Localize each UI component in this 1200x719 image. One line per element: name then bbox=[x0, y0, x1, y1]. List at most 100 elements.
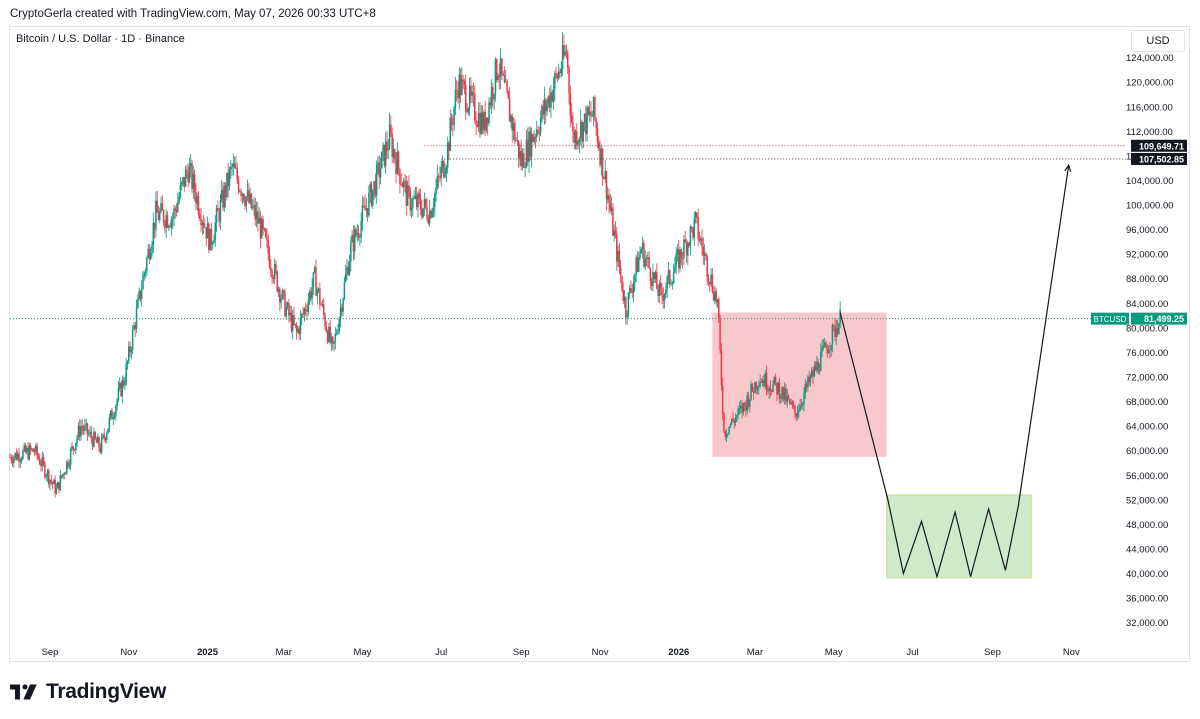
candle bbox=[443, 159, 445, 180]
candle bbox=[667, 262, 670, 285]
candle-body bbox=[798, 410, 800, 413]
candle-body bbox=[147, 248, 149, 258]
candle-body bbox=[822, 346, 825, 347]
candle-body bbox=[718, 299, 720, 319]
candle bbox=[627, 292, 630, 318]
currency-button[interactable]: USD bbox=[1131, 30, 1185, 52]
candle-body bbox=[489, 102, 492, 106]
candle bbox=[341, 303, 343, 317]
candle bbox=[446, 136, 449, 174]
price-axis[interactable]: 124,000.00 120,000.00 116,000.00 112,000.00… bbox=[1126, 53, 1174, 629]
candle bbox=[595, 117, 597, 136]
candle-body bbox=[347, 267, 350, 275]
candle bbox=[551, 90, 554, 103]
candle bbox=[193, 169, 196, 202]
tradingview-logo[interactable]: TradingView bbox=[10, 680, 166, 704]
candle bbox=[587, 105, 590, 117]
candle bbox=[426, 197, 428, 222]
horizontal-lines bbox=[10, 145, 1126, 320]
candle bbox=[396, 142, 399, 175]
candle bbox=[765, 365, 768, 396]
candle-body bbox=[102, 434, 104, 438]
candle bbox=[422, 207, 424, 219]
candle-body bbox=[484, 112, 486, 131]
candle-body bbox=[825, 342, 827, 348]
candle-body bbox=[204, 227, 206, 229]
candle bbox=[326, 329, 329, 345]
candle bbox=[375, 160, 378, 204]
y-tick-label: 96,000.00 bbox=[1126, 225, 1168, 236]
candle bbox=[741, 400, 743, 419]
candle bbox=[658, 280, 661, 304]
candle bbox=[179, 176, 182, 200]
candle-body bbox=[714, 291, 716, 301]
candle bbox=[838, 322, 840, 335]
candle-body bbox=[427, 218, 430, 224]
candle bbox=[159, 207, 161, 224]
candle bbox=[418, 188, 421, 205]
candle-body bbox=[421, 209, 423, 217]
candle-body bbox=[461, 79, 463, 95]
candle bbox=[253, 197, 255, 217]
candle bbox=[437, 173, 440, 189]
candle-body bbox=[703, 253, 706, 256]
candle bbox=[514, 118, 516, 145]
candle-body bbox=[201, 222, 204, 226]
candle bbox=[169, 222, 171, 229]
candle bbox=[670, 279, 672, 286]
candle-body bbox=[240, 191, 242, 197]
candle bbox=[147, 243, 149, 259]
time-axis[interactable]: Sep Nov 2025 Mar May Jul Sep Nov 2026 Mar May Jul Se… bbox=[42, 647, 1080, 658]
candle bbox=[386, 130, 388, 160]
candle-body bbox=[441, 160, 444, 168]
candle bbox=[246, 179, 249, 202]
candle bbox=[255, 201, 258, 228]
candle-body bbox=[676, 249, 679, 254]
candle bbox=[160, 196, 162, 213]
candle bbox=[131, 324, 134, 355]
candle bbox=[787, 393, 790, 401]
candle bbox=[628, 284, 631, 299]
y-tick-label: 36,000.00 bbox=[1126, 594, 1168, 605]
candle bbox=[346, 258, 348, 281]
candle-body bbox=[60, 475, 63, 478]
candle bbox=[213, 234, 215, 244]
candle bbox=[647, 252, 649, 268]
candle bbox=[781, 386, 783, 403]
candle bbox=[104, 436, 107, 444]
candle-body bbox=[31, 448, 33, 450]
candle-body bbox=[640, 249, 643, 254]
candle bbox=[622, 282, 625, 305]
candle bbox=[343, 276, 346, 301]
candle bbox=[560, 61, 563, 78]
candle bbox=[239, 189, 241, 194]
candle-body bbox=[232, 163, 235, 167]
candle-body bbox=[208, 223, 210, 251]
candle bbox=[659, 274, 662, 296]
candle bbox=[705, 251, 707, 261]
candle bbox=[282, 289, 285, 301]
candle bbox=[72, 445, 75, 455]
candle bbox=[679, 246, 681, 272]
candle bbox=[45, 473, 47, 482]
candle-body bbox=[658, 283, 661, 297]
candle-body bbox=[582, 122, 584, 142]
candle bbox=[616, 226, 618, 271]
candle-body bbox=[378, 162, 380, 178]
candle-body bbox=[763, 380, 765, 387]
candle bbox=[109, 409, 112, 421]
candle-body bbox=[697, 216, 699, 239]
candle-body bbox=[294, 323, 297, 326]
candle-body bbox=[526, 139, 529, 162]
candle bbox=[294, 323, 297, 329]
candle bbox=[60, 475, 63, 479]
candle bbox=[485, 117, 488, 133]
candle bbox=[333, 340, 335, 352]
candle bbox=[125, 358, 127, 386]
candle bbox=[474, 85, 476, 124]
candle-body bbox=[175, 210, 178, 212]
candle bbox=[215, 204, 218, 233]
candle-body bbox=[654, 272, 657, 280]
candle bbox=[752, 386, 755, 401]
